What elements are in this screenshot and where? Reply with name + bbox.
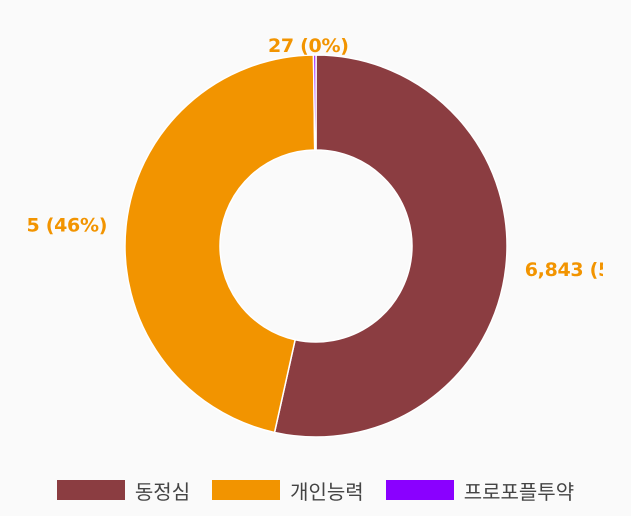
legend-swatch-1 — [56, 480, 125, 500]
pie-slice-1 — [273, 54, 508, 438]
legend-swatch-2 — [212, 480, 281, 500]
legend-swatch-3 — [385, 480, 454, 500]
pie-slice-3 — [312, 54, 317, 151]
pie-slice-2 — [124, 54, 316, 434]
legend-label-1: 동정심 — [134, 479, 191, 504]
slice-label-2: 5 (46%) — [28, 214, 107, 236]
legend-label-3: 프로포플투약 — [463, 479, 575, 504]
pie-svg: 6,843 (5 5 (46%) 27 (0%) — [28, 35, 603, 438]
legend-item-1[interactable]: 동정심 — [56, 476, 191, 505]
slice-label-1: 6,843 (5 — [525, 259, 603, 281]
slice-label-3: 27 (0%) — [268, 35, 349, 57]
legend: 동정심 개인능력 프로포플투약 — [0, 472, 631, 508]
plot-area: 6,843 (5 5 (46%) 27 (0%) — [28, 0, 603, 450]
legend-item-3[interactable]: 프로포플투약 — [385, 476, 575, 505]
legend-item-2[interactable]: 개인능력 — [212, 476, 364, 505]
legend-label-2: 개인능력 — [290, 479, 364, 504]
